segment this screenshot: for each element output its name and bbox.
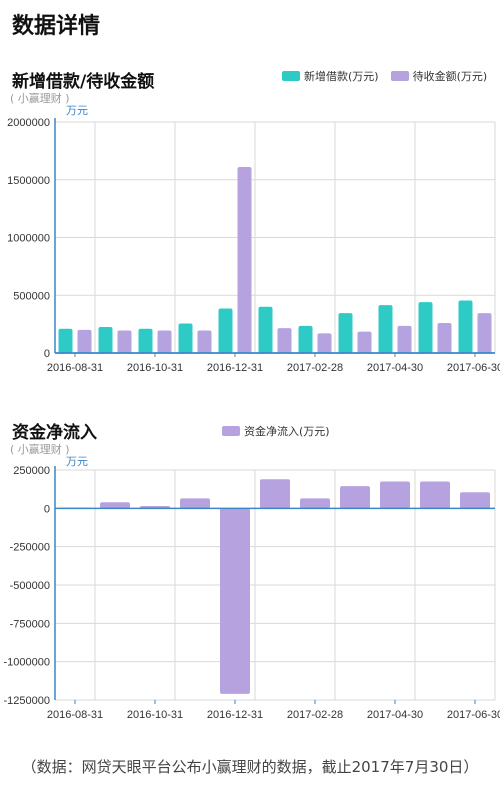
bar-2017-05-31-s0 [418,302,433,353]
y-tick-label: -250000 [10,542,50,554]
y-tick-label: -1250000 [4,695,51,707]
legend-label: 新增借款(万元) [304,70,379,83]
x-tick-label: 2017-06-30 [447,362,500,374]
bar-2017-02-28-s0 [298,325,313,353]
bar-2017-04-30-s0 [378,305,393,353]
bar-2017-03-31-s0 [340,486,370,509]
x-tick-label: 2016-08-31 [47,362,103,374]
bar-2017-04-30-s1 [397,325,412,353]
x-tick-label: 2017-04-30 [367,362,423,374]
x-tick-label: 2016-12-31 [207,709,263,721]
bar-2016-11-30-s0 [180,498,210,509]
x-tick-label: 2016-10-31 [127,709,183,721]
y-tick-label: -500000 [10,580,50,592]
bar-2017-01-31-s1 [277,328,292,353]
y-tick-label: 0 [44,348,50,360]
chart1-plot: 0 500000 1000000 1500000 2000000 2016-08-31 20… [7,117,500,374]
bar-2016-12-31-s0 [218,308,233,353]
legend-item-new-loans[interactable]: 新增借款(万元) [282,68,379,84]
legend-swatch-teal [282,71,300,81]
y-tick-label: 500000 [13,290,50,302]
x-tick-label: 2016-12-31 [207,362,263,374]
bar-2017-01-31-s0 [260,479,290,509]
bar-2017-06-30-s0 [458,300,473,353]
bar-2017-05-31-s1 [437,322,452,353]
bar-2016-08-31-s1 [77,329,92,353]
chart1-legend: 新增借款(万元) 待收金额(万元) [282,68,487,84]
x-tick-label: 2017-04-30 [367,709,423,721]
bar-2017-02-28-s0 [300,498,330,509]
chart1-title: 新增借款/待收金额 [12,72,155,92]
x-tick-label: 2017-06-30 [447,709,500,721]
chart1-unit-label: 万元 [66,104,88,117]
x-tick-label: 2017-02-28 [287,709,343,721]
x-tick-label: 2017-02-28 [287,362,343,374]
bar-2016-09-30-s0 [98,327,113,353]
y-tick-label: -750000 [10,618,50,630]
bar-2017-04-30-s0 [380,481,410,509]
chart2-plot: 250000 0 -250000 -500000 -750000 -1000000 -125… [4,465,500,721]
legend-swatch-purple [222,426,240,436]
chart2-legend: 资金净流入(万元) [222,423,330,439]
bar-2016-09-30-s1 [117,330,132,353]
bar-2016-12-31-s1 [237,167,252,353]
bar-2016-12-31-s0 [220,508,250,694]
bar-2017-03-31-s1 [357,331,372,353]
y-tick-label: 1000000 [7,233,50,245]
x-tick-label: 2016-08-31 [47,709,103,721]
y-tick-label: 1500000 [7,175,50,187]
bar-2016-08-31-s0 [58,328,73,353]
chart2-title: 资金净流入 [12,423,97,443]
legend-item-net-inflow[interactable]: 资金净流入(万元) [222,423,330,439]
legend-swatch-purple [390,71,409,81]
footer-note: （数据：网贷天眼平台公布小赢理财的数据，截止2017年7月30日） [21,758,479,776]
x-tick-label: 2016-10-31 [127,362,183,374]
chart1-subtitle: ( 小赢理财 ) [10,92,70,105]
y-tick-label: 0 [44,503,50,515]
bar-2016-11-30-s1 [197,330,212,353]
bar-2017-05-31-s0 [420,481,450,509]
legend-label: 资金净流入(万元) [244,425,330,438]
page-title: 数据详情 [12,14,101,39]
bar-2017-02-28-s1 [317,333,332,353]
chart2-subtitle: ( 小赢理财 ) [10,443,70,456]
legend-label: 待收金额(万元) [412,70,488,83]
bar-2016-09-30-s0 [100,502,130,509]
chart2-unit-label: 万元 [66,455,88,468]
bar-2017-01-31-s0 [258,306,273,353]
bar-2016-10-31-s1 [157,330,172,353]
bar-2016-10-31-s0 [138,328,153,353]
bar-2017-06-30-s1 [477,313,492,353]
legend-item-outstanding[interactable]: 待收金额(万元) [390,68,488,84]
bar-2016-11-30-s0 [178,323,193,353]
bar-2017-03-31-s0 [338,313,353,353]
bar-2017-06-30-s0 [460,492,490,509]
y-tick-label: -1000000 [4,657,51,669]
y-tick-label: 2000000 [7,117,50,129]
y-tick-label: 250000 [13,465,50,477]
